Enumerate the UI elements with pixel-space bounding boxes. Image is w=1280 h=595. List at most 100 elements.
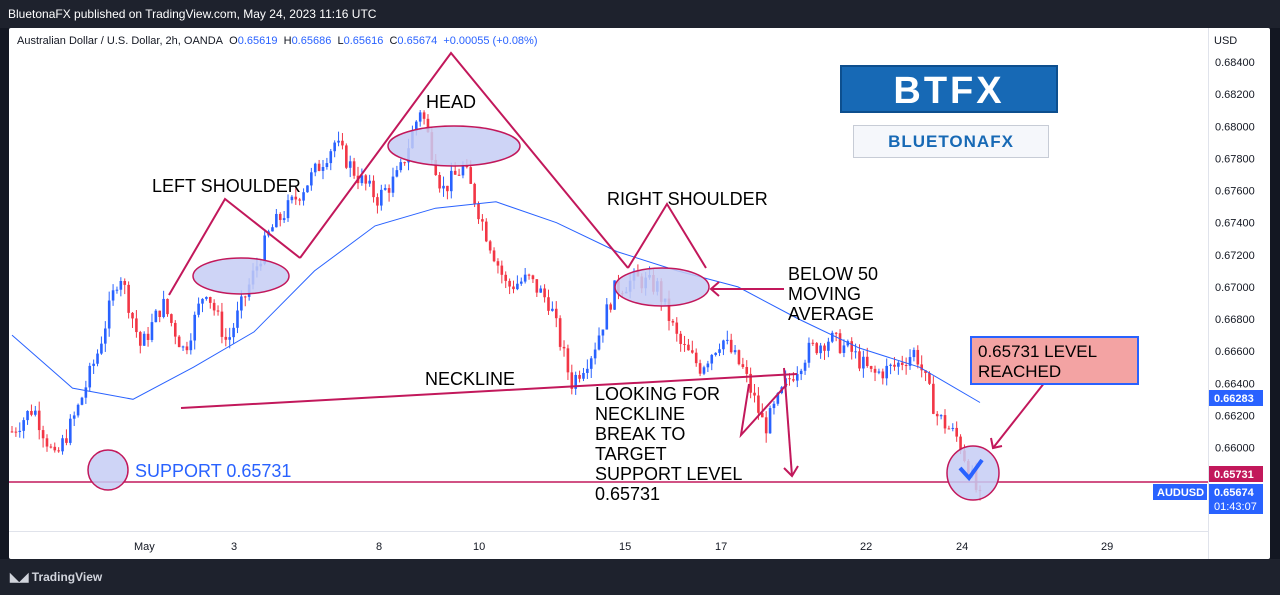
candle-body [500,265,504,275]
candle-body [803,362,807,371]
y-tick-label: 0.67000 [1215,282,1255,294]
chart-panel[interactable]: Australian Dollar / U.S. Dollar, 2h, OAN… [9,28,1270,559]
candle-body [749,373,752,393]
candle-body [457,174,461,176]
candle-body [935,413,939,417]
candle-body [275,213,278,228]
checkmark-icon [958,458,984,482]
candle-body [484,221,488,242]
candle-body [694,352,698,364]
candle-body [65,438,68,443]
low-value: 0.65616 [343,35,384,47]
candle-body [893,364,896,367]
break-arrow-1 [739,383,788,439]
candle-body [916,349,920,365]
candle-body [834,332,838,334]
candle-body [566,348,570,373]
candle-body [333,142,336,152]
label-looking-4: TARGET [595,444,667,464]
candle-body [955,427,958,437]
candle-body [562,346,566,349]
candle-body [197,303,200,315]
candle-body [224,336,228,340]
candle-body [508,280,511,287]
tradingview-logo[interactable]: ◣◢ TradingView [10,570,102,584]
candle-body [380,189,383,206]
candle-body [492,250,496,262]
candle-body [531,275,535,280]
candle-body [609,304,612,310]
candle-body [807,342,811,363]
candle-body [387,188,391,193]
candle-body [49,446,53,448]
candle-body [212,302,216,311]
candle-body [908,357,912,366]
publisher-bar: BluetonaFX published on TradingView.com,… [0,0,1280,28]
x-tick-label: 3 [231,541,237,553]
candle-body [939,415,943,417]
candle-body [61,438,64,452]
y-tick-label: 0.67600 [1215,186,1255,198]
candle-body [702,367,706,374]
candle-body [313,163,317,173]
candle-body [601,329,605,336]
candle-body [92,363,95,366]
label-head: HEAD [426,92,476,112]
ma-price-tag [1209,390,1263,406]
candle-body [741,364,745,368]
candle-body [710,354,714,364]
candle-body [757,395,760,413]
support-price-text: 0.65731 [1214,469,1254,481]
candle-body [135,318,138,333]
candle-body [368,180,371,184]
candle-body [881,371,885,379]
footer-bar: ◣◢ TradingView [0,559,1280,595]
candle-body [220,311,224,337]
x-tick-label: May [134,541,155,553]
candle-body [543,288,546,298]
candle-body [760,412,764,418]
candle-body [473,183,476,204]
label-looking-6: 0.65731 [595,484,660,504]
candle-body [593,349,597,359]
candle-body [271,227,274,232]
candle-body [236,310,239,328]
candle-body [788,378,791,380]
candle-body [854,351,857,353]
candle-body [776,393,780,404]
candle-body [201,298,204,304]
candle-body [341,140,344,146]
candle-body [554,308,558,319]
candle-body [551,308,554,311]
head-ellipse [387,125,521,167]
y-tick-label: 0.68400 [1215,57,1255,69]
candle-body [842,345,846,353]
candle-body [477,203,480,220]
candle-body [897,362,900,367]
candle-body [862,356,865,369]
publisher-text: BluetonaFX published on TradingView.com,… [8,7,377,21]
candle-body [383,188,387,190]
candle-body [162,298,165,317]
candle-body [69,418,72,443]
y-tick-label: 0.66400 [1215,378,1255,390]
candle-body [516,283,519,290]
current-price-text: 0.65674 [1214,487,1255,499]
candle-body [348,161,352,168]
right-shoulder-lines [627,202,707,269]
close-label: C [389,35,398,47]
candle-body [286,200,290,219]
y-tick-label: 0.66000 [1215,443,1255,455]
chart-canvas[interactable]: LEFT SHOULDER HEAD RIGHT SHOULDER NECKLI… [9,28,1270,559]
candle-body [558,318,562,347]
label-below-ma-1: BELOW 50 [788,264,878,284]
candle-body [391,176,395,193]
candle-body [706,363,710,368]
time-axis-divider [9,531,1208,532]
symbol-tag [1153,484,1207,500]
candle-body [88,365,92,388]
candle-body [364,175,368,184]
candle-body [764,417,768,434]
candle-body [823,345,826,351]
candle-body [96,353,99,364]
